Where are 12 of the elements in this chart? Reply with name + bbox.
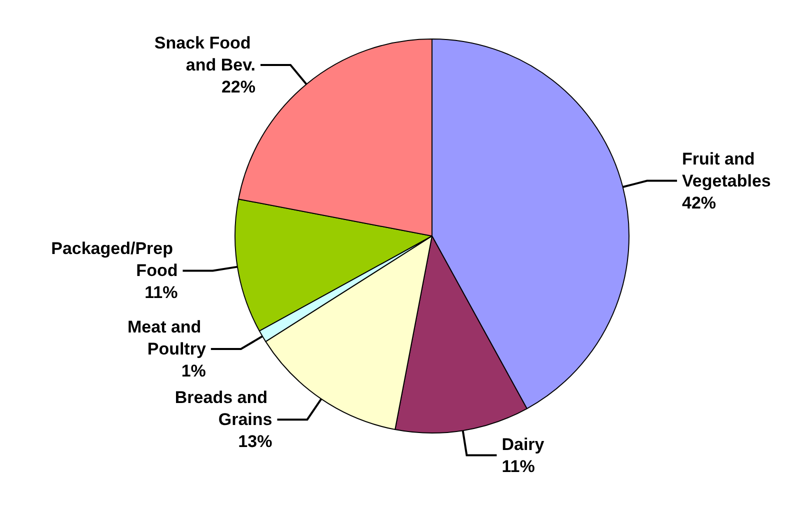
data-label: 13% <box>238 432 272 452</box>
slice-label: Meat and Poultry <box>128 318 206 359</box>
slice-label: Packaged/Prep Food <box>51 239 178 280</box>
slice-label: Snack Food and Bev. <box>154 33 256 74</box>
data-label: 11% <box>502 456 535 476</box>
data-label: 11% <box>144 283 178 302</box>
data-label: 42% <box>682 193 716 212</box>
data-label: 1% <box>181 362 206 381</box>
data-label: 22% <box>221 77 256 96</box>
slice-label: Fruit and Vegetables <box>682 149 771 190</box>
slice-label: Breads and Grains <box>174 388 272 430</box>
slice-label: Dairy <box>502 434 545 454</box>
